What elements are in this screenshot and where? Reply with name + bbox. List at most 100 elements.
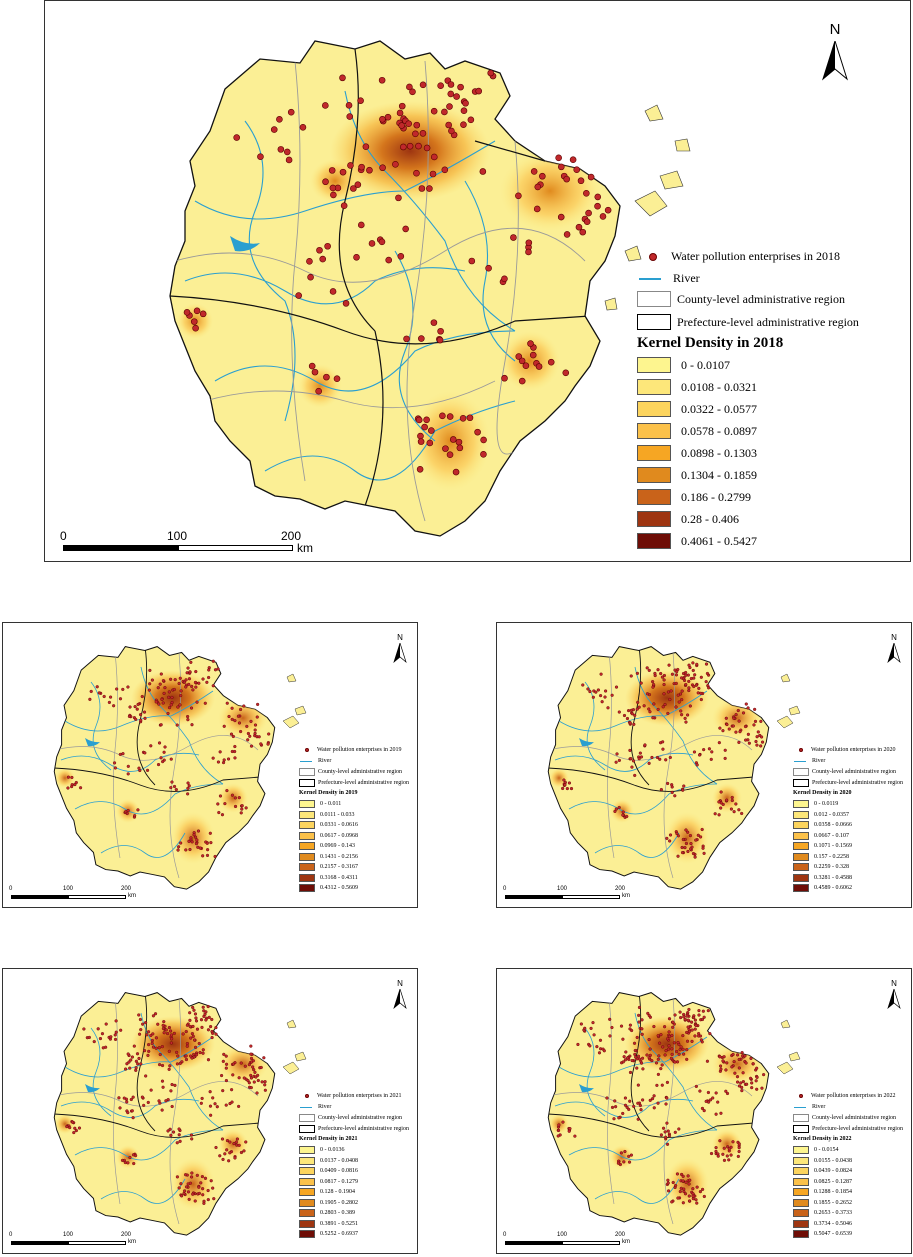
north-label: N: [397, 979, 403, 988]
legend-class-4: 0.0898 - 0.1303: [637, 445, 757, 461]
legend-class-8: 0.5047 - 0.6539: [793, 1230, 852, 1238]
density-swatch: [299, 1198, 315, 1207]
density-class-label: 0.186 - 0.2799: [681, 489, 751, 504]
density-class-label: 0.157 - 0.2258: [814, 853, 849, 860]
river-line-icon: [300, 1106, 312, 1108]
density-class-label: 0.4312 - 0.5609: [320, 885, 358, 891]
density-class-label: 0.1304 - 0.1859: [681, 467, 757, 482]
scale-bar: 0 100 200 km: [503, 886, 630, 899]
density-class-label: 0.0817 - 0.1279: [320, 1178, 358, 1185]
legend-class-7: 0.3281 - 0.4588: [793, 873, 852, 882]
density-class-label: 0.012 - 0.0357: [814, 811, 849, 818]
density-swatch: [299, 1230, 315, 1238]
density-swatch: [793, 800, 809, 808]
density-swatch: [793, 1188, 809, 1196]
province-map: [53, 992, 307, 1236]
density-class-label: 0.4061 - 0.5427: [681, 533, 757, 548]
legend-class-0: 0 - 0.011: [299, 800, 341, 808]
density-swatch: [637, 423, 671, 439]
density-swatch: [299, 800, 315, 808]
density-class-label: 0.0108 - 0.0321: [681, 379, 757, 394]
density-swatch: [299, 1219, 315, 1228]
enterprise-point-icon: [649, 252, 657, 261]
scale-tick-0: 0: [60, 529, 67, 543]
river-line-icon: [794, 1106, 806, 1108]
legend-class-6: 0.2259 - 0.328: [793, 863, 849, 871]
density-swatch: [637, 357, 671, 373]
density-class-label: 0.0358 - 0.0666: [814, 822, 852, 828]
legend-river: River: [299, 1104, 331, 1110]
density-class-label: 0 - 0.0107: [681, 357, 730, 372]
legend-class-5: 0.1905 - 0.2802: [299, 1198, 358, 1207]
legend-class-6: 0.2653 - 0.3733: [793, 1209, 852, 1217]
legend-enterprises: Water pollution enterprises in 2019: [299, 747, 402, 753]
legend-class-1: 0.0137 - 0.0408: [299, 1156, 358, 1165]
legend-river: River: [793, 1104, 825, 1110]
map-panel-2020: N Water pollution enterprises in 2020 Ri…: [496, 622, 912, 908]
density-class-label: 0.2653 - 0.3733: [814, 1210, 852, 1216]
legend-class-2: 0.0439 - 0.0824: [793, 1167, 852, 1175]
legend-class-8: 0.4061 - 0.5427: [637, 533, 757, 549]
scale-tick-100: 100: [63, 886, 74, 892]
scale-unit: km: [128, 1239, 136, 1245]
map-area: [547, 646, 801, 890]
legend-title: Kernel Density in 2020: [793, 790, 852, 796]
prefecture-boundary-icon: [299, 1125, 315, 1133]
density-swatch: [637, 445, 671, 461]
north-arrow: N: [820, 21, 850, 81]
density-class-label: 0 - 0.0119: [814, 801, 839, 807]
legend-river: River: [637, 271, 700, 286]
legend-prefecture: Prefecture-level administrative region: [299, 779, 409, 787]
density-swatch: [793, 884, 809, 892]
density-class-label: 0.1288 - 0.1854: [814, 1189, 852, 1195]
legend-class-4: 0.1288 - 0.1854: [793, 1188, 852, 1196]
river-line-icon: [794, 760, 806, 762]
legend-prefecture: Prefecture-level administrative region: [299, 1125, 409, 1133]
legend-class-0: 0 - 0.0154: [793, 1146, 839, 1154]
density-class-label: 0.0969 - 0.143: [320, 843, 355, 849]
density-class-label: 0.0898 - 0.1303: [681, 445, 757, 460]
density-class-label: 0.3168 - 0.4311: [320, 874, 358, 881]
legend-class-2: 0.0358 - 0.0666: [793, 821, 852, 829]
legend-class-7: 0.28 - 0.406: [637, 511, 739, 527]
legend-county: County-level administrative region: [793, 768, 896, 776]
density-swatch: [637, 379, 671, 395]
legend-class-6: 0.2157 - 0.3167: [299, 863, 358, 871]
scale-bar: 0 100 200 km: [9, 886, 136, 899]
legend-title: Kernel Density in 2019: [299, 790, 358, 796]
map-panel-2022: N Water pollution enterprises in 2022 Ri…: [496, 968, 912, 1254]
legend-county: County-level administrative region: [793, 1114, 896, 1122]
density-class-label: 0.0409 - 0.0816: [320, 1168, 358, 1174]
density-swatch: [793, 1146, 809, 1154]
legend-county: County-level administrative region: [637, 291, 845, 307]
density-swatch: [793, 1198, 809, 1207]
density-swatch: [793, 1230, 809, 1238]
legend-class-4: 0.128 - 0.1904: [299, 1188, 355, 1196]
density-swatch: [299, 810, 315, 819]
density-class-label: 0.0578 - 0.0897: [681, 423, 757, 438]
density-swatch: [299, 1209, 315, 1217]
density-swatch: [299, 873, 315, 882]
density-class-label: 0.4589 - 0.6062: [814, 885, 852, 891]
legend-class-3: 0.0667 - 0.107: [793, 831, 849, 840]
legend-class-8: 0.4589 - 0.6062: [793, 884, 852, 892]
scale-tick-100: 100: [167, 529, 188, 543]
density-class-label: 0.0331 - 0.0616: [320, 822, 358, 828]
legend-river: River: [793, 758, 825, 764]
prefecture-boundary-icon: [793, 1125, 809, 1133]
density-class-label: 0.2157 - 0.3167: [320, 864, 358, 870]
legend-enterprises: Water pollution enterprises in 2018: [637, 249, 840, 264]
north-label: N: [891, 633, 897, 642]
density-swatch: [637, 401, 671, 417]
legend-class-5: 0.1855 - 0.2652: [793, 1198, 852, 1207]
legend-class-3: 0.0817 - 0.1279: [299, 1177, 358, 1186]
density-class-label: 0.0322 - 0.0577: [681, 401, 757, 416]
prefecture-boundary-icon: [299, 779, 315, 787]
density-class-label: 0.2259 - 0.328: [814, 864, 849, 870]
density-class-label: 0.0137 - 0.0408: [320, 1157, 358, 1164]
density-class-label: 0.3734 - 0.5046: [814, 1220, 852, 1227]
legend-river: River: [299, 758, 331, 764]
density-swatch: [299, 1156, 315, 1165]
legend-class-8: 0.4312 - 0.5609: [299, 884, 358, 892]
legend-class-2: 0.0331 - 0.0616: [299, 821, 358, 829]
